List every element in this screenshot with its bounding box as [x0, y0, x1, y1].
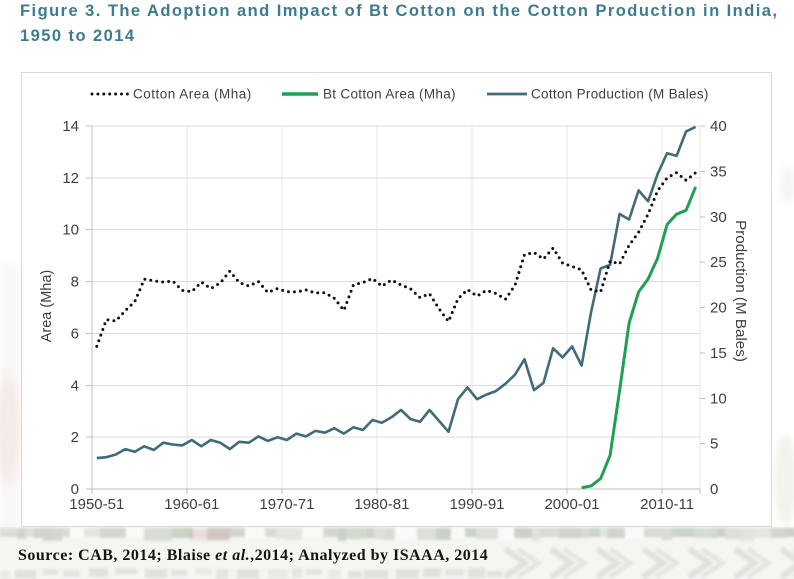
svg-text:10: 10	[710, 390, 727, 407]
svg-text:1980-81: 1980-81	[354, 496, 409, 513]
svg-text:2000-01: 2000-01	[544, 496, 599, 513]
svg-text:12: 12	[62, 170, 79, 187]
svg-text:30: 30	[710, 209, 727, 226]
svg-text:0: 0	[710, 481, 718, 498]
svg-text:10: 10	[62, 222, 79, 239]
svg-text:2: 2	[71, 429, 79, 446]
svg-text:20: 20	[710, 300, 727, 317]
svg-text:4: 4	[71, 377, 79, 394]
svg-text:Area (Mha): Area (Mha)	[39, 270, 55, 343]
svg-text:6: 6	[71, 325, 79, 342]
svg-text:35: 35	[710, 163, 727, 180]
svg-text:15: 15	[710, 345, 727, 362]
svg-text:1960-61: 1960-61	[164, 496, 219, 513]
svg-text:Cotton Production (M Bales): Cotton Production (M Bales)	[531, 87, 709, 102]
svg-text:Bt Cotton Area (Mha): Bt Cotton Area (Mha)	[323, 87, 456, 102]
svg-text:14: 14	[62, 118, 79, 135]
svg-text:1950-51: 1950-51	[69, 496, 124, 513]
svg-text:0: 0	[71, 481, 79, 498]
svg-text:Production (M Bales): Production (M Bales)	[732, 220, 749, 362]
svg-text:1970-71: 1970-71	[259, 496, 314, 513]
svg-text:Cotton Area (Mha): Cotton Area (Mha)	[133, 87, 252, 102]
svg-text:2010-11: 2010-11	[640, 496, 694, 513]
svg-text:40: 40	[710, 118, 727, 135]
svg-text:1990-91: 1990-91	[449, 496, 504, 513]
svg-text:8: 8	[71, 274, 79, 291]
svg-text:5: 5	[710, 436, 718, 453]
svg-text:25: 25	[710, 254, 727, 271]
